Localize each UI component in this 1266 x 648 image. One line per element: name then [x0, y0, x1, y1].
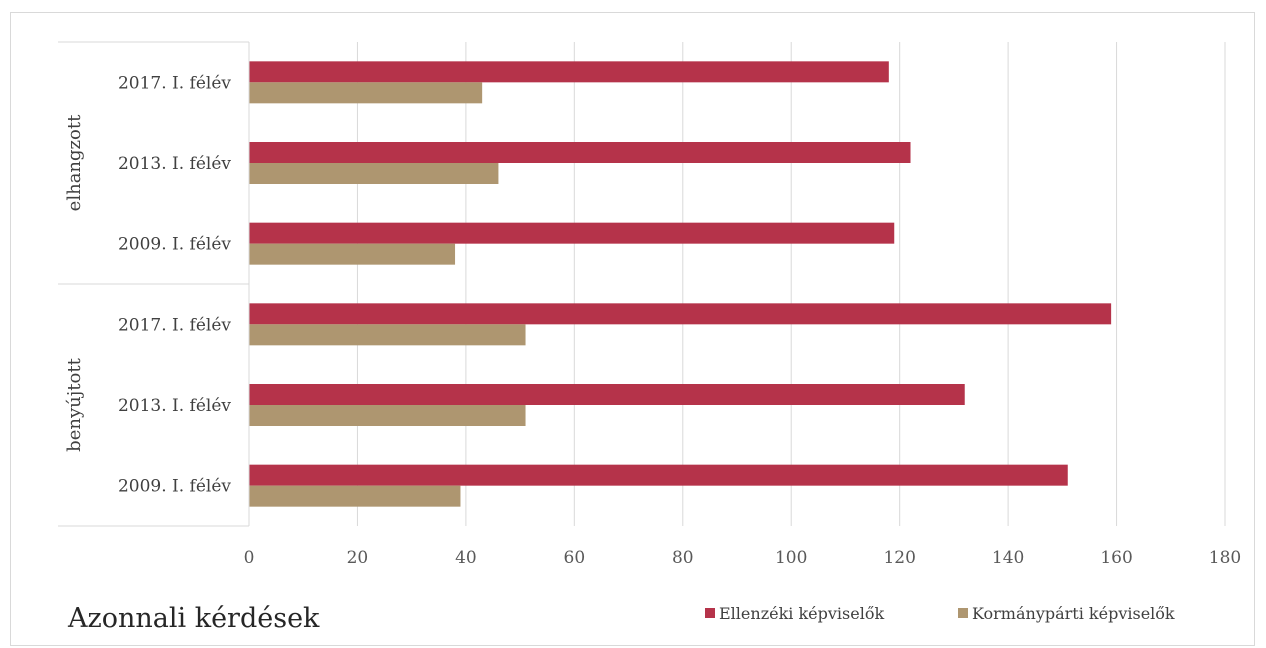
bar-kormanyparti [249, 163, 499, 184]
x-tick-label: 60 [564, 548, 586, 568]
legend: Ellenzéki képviselők Kormánypárti képvis… [705, 604, 1175, 623]
bar-kormanyparti [249, 485, 461, 507]
category-label: 2017. I. félév [118, 315, 231, 335]
chart-title: Azonnali kérdések [67, 603, 320, 634]
bar-kormanyparti [249, 324, 526, 346]
category-label: 2017. I. félév [118, 73, 231, 93]
category-label: 2009. I. félév [118, 477, 231, 497]
bar-ellenzeki [249, 303, 1112, 325]
legend-swatch-kormanyparti [958, 608, 968, 618]
x-tick-label: 160 [1100, 548, 1132, 568]
category-label: 2009. I. félév [118, 235, 231, 255]
bar-kormanyparti [249, 243, 456, 265]
legend-label-ellenzeki: Ellenzéki képviselők [719, 604, 884, 623]
axes [58, 41, 250, 527]
group-label: elhangzott [64, 114, 85, 211]
bar-ellenzeki [249, 61, 889, 83]
legend-swatch-ellenzeki [705, 608, 715, 618]
bars [249, 61, 1112, 507]
bar-kormanyparti [249, 405, 526, 426]
bar-ellenzeki [249, 142, 911, 163]
category-label: 2013. I. félév [118, 396, 231, 416]
axis-labels: 0 20 40 60 80 100 120 140 160 180 2009. I. félév 20… [64, 73, 1241, 568]
bar-kormanyparti [249, 82, 483, 104]
group-label: benyújtott [64, 357, 85, 451]
legend-label-kormanyparti: Kormánypárti képviselők [972, 604, 1175, 623]
x-tick-label: 80 [672, 548, 694, 568]
chart-frame [10, 12, 1255, 646]
x-tick-label: 40 [455, 548, 477, 568]
x-tick-label: 120 [883, 548, 915, 568]
grid-lines [356, 42, 1226, 526]
x-tick-label: 100 [775, 548, 807, 568]
category-label: 2013. I. félév [118, 154, 231, 174]
x-tick-label: 180 [1209, 548, 1241, 568]
bar-ellenzeki [249, 464, 1068, 486]
bar-ellenzeki [249, 222, 895, 244]
x-tick-label: 0 [244, 548, 255, 568]
x-tick-label: 20 [347, 548, 369, 568]
bar-ellenzeki [249, 384, 965, 405]
x-tick-label: 140 [992, 548, 1024, 568]
